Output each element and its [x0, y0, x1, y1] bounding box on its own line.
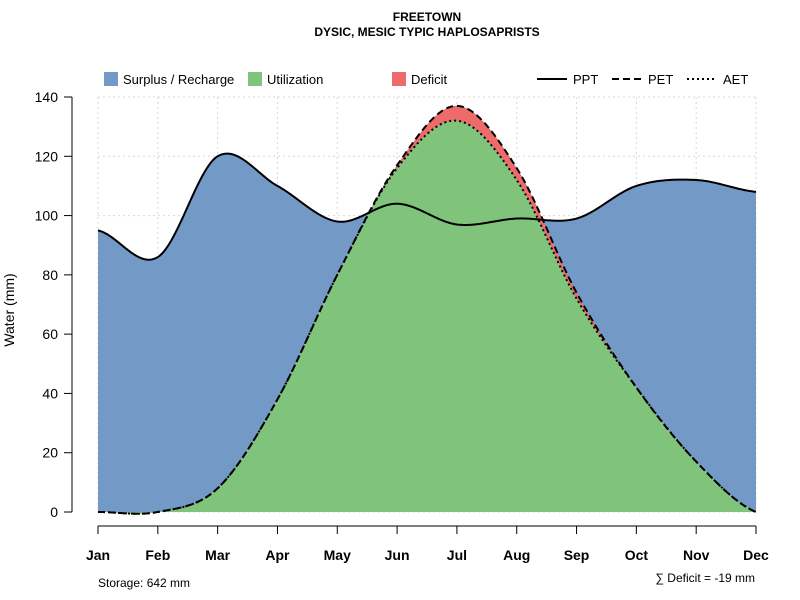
x-tick-label: Jul	[447, 547, 467, 563]
chart-subtitle: DYSIC, MESIC TYPIC HAPLOSAPRISTS	[314, 25, 539, 39]
legend-swatch-deficit	[392, 72, 406, 86]
legend-label-utilization: Utilization	[267, 72, 323, 87]
x-tick-label: Dec	[743, 547, 769, 563]
x-tick-label: Mar	[205, 547, 230, 563]
utilization-area	[98, 120, 756, 514]
x-tick-label: Sep	[564, 547, 590, 563]
x-tick-label: Jan	[86, 547, 110, 563]
legend-label-ppt: PPT	[573, 72, 598, 87]
ppt-line	[97, 152, 757, 261]
y-tick-label: 20	[42, 445, 58, 461]
legend: Surplus / Recharge Utilization Deficit P…	[104, 72, 748, 87]
x-tick-label: Jun	[385, 547, 410, 563]
x-tick-label: Feb	[145, 547, 170, 563]
y-axis-label: Water (mm)	[1, 273, 17, 346]
y-tick-label: 120	[35, 148, 59, 164]
x-tick-label: May	[324, 547, 351, 563]
x-tick-label: Aug	[503, 547, 530, 563]
axes: 0 20 40 60 80 100 120 140 Jan Feb Mar Apr May Jun Jul A…	[35, 89, 769, 563]
y-tick-label: 80	[42, 267, 58, 283]
legend-label-aet: AET	[723, 72, 748, 87]
pet-line	[97, 104, 757, 515]
y-tick-label: 140	[35, 89, 59, 105]
y-tick-label: 100	[35, 208, 59, 224]
deficit-annotation: ∑ Deficit = -19 mm	[655, 571, 755, 585]
area-fills	[98, 105, 756, 514]
y-tick-label: 40	[42, 385, 58, 401]
series-lines	[97, 104, 757, 515]
storage-annotation: Storage: 642 mm	[98, 576, 190, 590]
y-tick-label: 0	[50, 504, 58, 520]
legend-label-surplus: Surplus / Recharge	[123, 72, 234, 87]
legend-label-pet: PET	[648, 72, 673, 87]
chart-title: FREETOWN	[393, 10, 461, 24]
x-tick-label: Oct	[625, 547, 649, 563]
legend-swatch-surplus	[104, 72, 118, 86]
legend-swatch-utilization	[248, 72, 262, 86]
legend-label-deficit: Deficit	[411, 72, 448, 87]
x-tick-label: Nov	[683, 547, 710, 563]
y-tick-label: 60	[42, 326, 58, 342]
x-tick-label: Apr	[265, 547, 290, 563]
